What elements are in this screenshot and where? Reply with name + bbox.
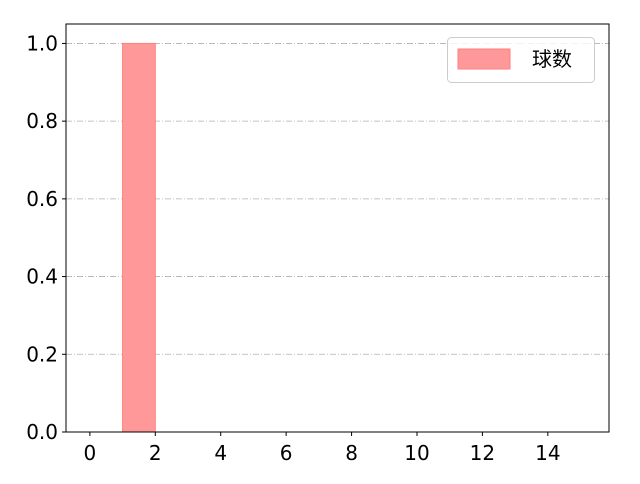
plot-frame: [65, 23, 610, 433]
x-tick-label: 2: [149, 441, 162, 465]
x-tick-label: 0: [84, 441, 97, 465]
x-tick-label: 12: [470, 441, 495, 465]
x-tick-label: 6: [280, 441, 293, 465]
x-tick-label: 4: [214, 441, 227, 465]
legend: 球数: [447, 37, 595, 83]
bars: [122, 42, 156, 433]
y-tick-label: 0.2: [26, 342, 58, 366]
legend-label: 球数: [532, 47, 572, 71]
x-tick-label: 10: [404, 441, 429, 465]
y-tick-label: 0.0: [26, 420, 58, 444]
bar: [122, 42, 156, 433]
y-tick-label: 0.6: [26, 187, 58, 211]
y-tick-label: 0.8: [26, 109, 58, 133]
x-axis: 0 2 4 6 8 10 12 14: [84, 432, 561, 465]
y-axis: 0.0 0.2 0.4 0.6 0.8 1.0: [26, 31, 66, 444]
x-tick-label: 8: [345, 441, 358, 465]
y-tick-label: 1.0: [26, 31, 58, 55]
y-tick-label: 0.4: [26, 265, 58, 289]
x-tick-label: 14: [535, 441, 560, 465]
legend-swatch: [457, 48, 511, 70]
